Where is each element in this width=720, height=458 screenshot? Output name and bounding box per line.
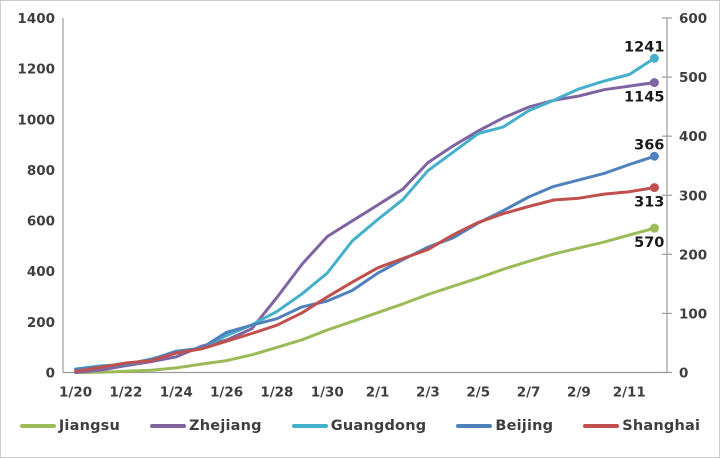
legend-item-zhejiang: Zhejiang — [150, 418, 262, 434]
legend-swatch-beijing — [456, 424, 493, 428]
legend-swatch-zhejiang — [150, 424, 187, 428]
x-axis-tick-label: 1/28 — [260, 385, 293, 401]
y-axis-left-tick-label: 1000 — [17, 112, 55, 128]
x-axis-tick-label: 2/1 — [366, 385, 390, 401]
x-axis-tick-label: 1/26 — [210, 385, 243, 401]
legend-label-zhejiang: Zhejiang — [189, 418, 262, 434]
series-end-marker-jiangsu — [649, 223, 659, 233]
series-end-label-jiangsu: 570 — [634, 235, 664, 251]
y-axis-left-tick-label: 1400 — [17, 11, 55, 27]
x-axis-tick-label: 1/22 — [109, 385, 142, 401]
legend-label-beijing: Beijing — [495, 418, 554, 434]
legend-label-shanghai: Shanghai — [622, 418, 701, 434]
series-end-marker-shanghai — [649, 183, 659, 193]
y-axis-right-tick-label: 200 — [679, 247, 707, 263]
series-line-beijing — [74, 154, 656, 371]
y-axis-left-tick-label: 600 — [27, 214, 55, 230]
series-end-label-shanghai: 313 — [634, 195, 664, 211]
y-axis-left-tick-label: 0 — [46, 366, 55, 382]
legend-swatch-jiangsu — [19, 424, 56, 428]
x-axis-tick-label: 2/5 — [466, 385, 490, 401]
y-axis-right-tick-label: 400 — [679, 129, 707, 145]
x-axis-tick-label: 1/20 — [59, 385, 92, 401]
x-axis-tick-label: 1/30 — [311, 385, 344, 401]
x-axis-tick-label: 2/11 — [613, 385, 646, 401]
legend-swatch-guangdong — [291, 424, 328, 428]
legend-item-shanghai: Shanghai — [583, 418, 700, 434]
y-axis-right-tick-label: 0 — [679, 366, 688, 382]
legend-item-jiangsu: Jiangsu — [19, 418, 121, 434]
legend-item-guangdong: Guangdong — [291, 418, 427, 434]
series-line-jiangsu — [74, 226, 656, 374]
y-axis-right-tick-label: 300 — [679, 188, 707, 204]
series-end-marker-beijing — [649, 151, 659, 161]
y-axis-right-tick-label: 100 — [679, 306, 707, 322]
series-end-label-beijing: 366 — [634, 137, 664, 153]
x-axis-tick-label: 2/3 — [416, 385, 440, 401]
legend-label-jiangsu: Jiangsu — [58, 418, 121, 434]
y-axis-left-tick-label: 200 — [27, 315, 55, 331]
series-end-label-guangdong: 1241 — [624, 39, 664, 55]
y-axis-right-tick-label: 600 — [679, 11, 707, 27]
x-axis-tick-label: 2/9 — [567, 385, 591, 401]
legend-swatch-shanghai — [583, 424, 620, 428]
y-axis-right-tick-label: 500 — [679, 70, 707, 86]
series-line-zhejiang — [74, 81, 656, 374]
series-end-label-zhejiang: 1145 — [624, 90, 664, 106]
y-axis-left-tick-label: 800 — [27, 163, 55, 179]
y-axis-left-tick-label: 400 — [27, 264, 55, 280]
legend-label-guangdong: Guangdong — [330, 418, 427, 434]
series-end-marker-guangdong — [649, 53, 659, 63]
y-axis-left-tick-label: 1200 — [17, 62, 55, 78]
x-axis-tick-label: 1/24 — [160, 385, 193, 401]
chart-legend: Jiangsu Zhejiang Guangdong Beijing Shanghai — [1, 418, 719, 434]
x-axis-tick-label: 2/7 — [517, 385, 541, 401]
series-line-shanghai — [74, 186, 656, 373]
legend-item-beijing: Beijing — [456, 418, 553, 434]
series-end-marker-zhejiang — [649, 78, 659, 88]
